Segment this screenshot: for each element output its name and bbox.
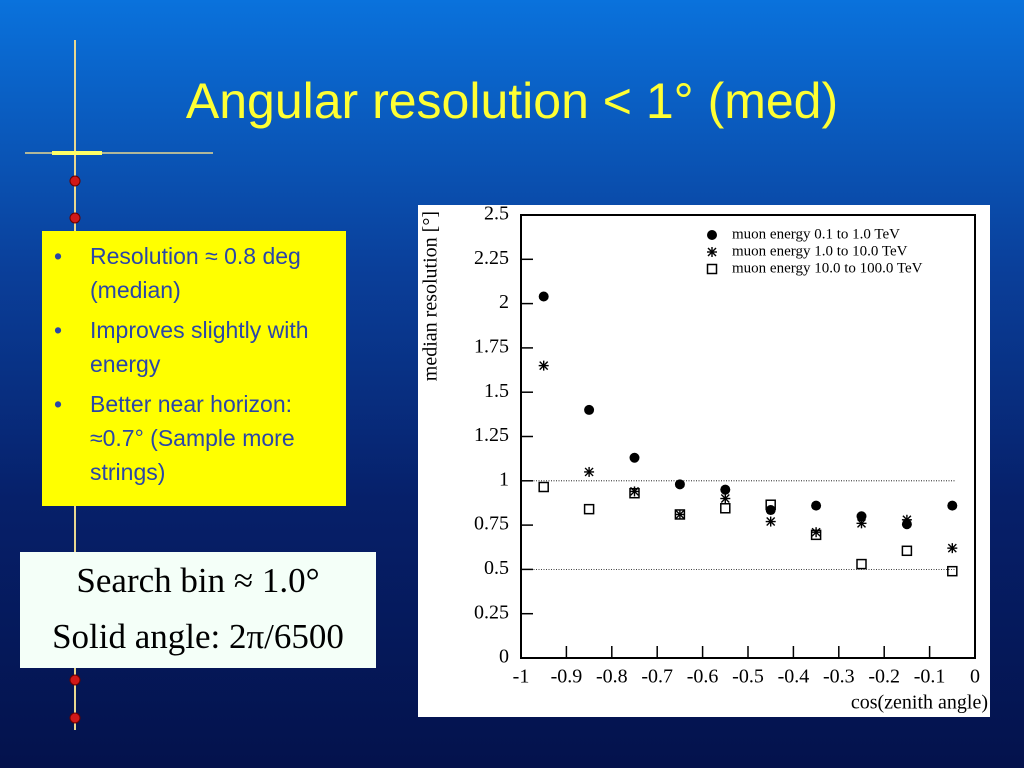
star-stroke [902,515,912,525]
bullet: Improves slightly with energy [54,313,336,381]
marker-circle [765,505,776,516]
y-tick-label: 0.5 [484,557,509,579]
info-box: Search bin ≈ 1.0° Solid angle: 2π/6500 [20,552,376,668]
star-stroke [584,467,594,477]
star-stroke [720,494,730,504]
marker-circle [856,511,867,522]
marker-circle [674,479,685,490]
marker-square [947,565,958,577]
marker-circle [947,500,958,511]
marker-square [538,481,549,493]
marker-square [765,499,776,510]
star-stroke [857,518,866,528]
marker-square [901,545,913,557]
legend-label: muon energy 0.1 to 1.0 TeV [732,226,900,242]
y-tick-label: 0.25 [474,601,509,623]
marker-square [583,503,595,515]
x-axis-label: cos(zenith angle) [851,692,988,714]
slide-title: Angular resolution < 1° (med) [185,73,839,129]
marker-star [811,527,822,538]
bullet: Resolution ≈ 0.8 deg (median) [54,239,336,307]
x-tick-label: 0 [970,666,980,688]
marker-star [538,360,549,371]
y-tick-label: 1.75 [474,335,509,357]
deco-bead [69,674,81,686]
marker-circle [584,404,595,415]
marker-star [707,247,717,257]
bullet-list: Resolution ≈ 0.8 deg (median) Improves s… [42,231,346,489]
deco-bead [69,212,81,224]
marker-square [706,263,718,275]
x-tick-label: -1 [513,666,530,688]
x-tick-label: -0.7 [641,666,673,688]
x-tick-label: -0.2 [868,666,900,688]
x-tick-label: -0.4 [778,666,810,688]
marker-circle [720,484,731,495]
star-stroke [947,543,957,553]
deco-bead [69,712,81,724]
x-tick-label: -0.1 [914,666,946,688]
x-tick-label: -0.9 [551,666,583,688]
info-line: Search bin ≈ 1.0° [76,561,320,600]
star-stroke [707,247,717,257]
y-tick-label: 1.25 [474,424,509,446]
star-stroke [539,361,549,371]
marker-star [765,516,776,527]
marker-star [720,493,731,504]
legend-label: muon energy 10.0 to 100.0 TeV [732,260,923,276]
marker-star [674,509,685,520]
marker-square [674,509,686,520]
bullet-box: Resolution ≈ 0.8 deg (median) Improves s… [42,231,346,506]
marker-circle [629,452,640,463]
star-stroke [811,527,821,537]
y-axis-label: median resolution [°] [420,211,442,381]
chart: median resolution [°] cos(zenith angle) … [418,205,990,717]
x-tick-label: -0.3 [823,666,855,688]
marker-circle [811,500,822,511]
bullet: Better near horizon: ≈0.7° (Sample more … [54,387,336,489]
marker-circle [538,291,549,302]
marker-square [720,503,731,514]
marker-circle [707,230,717,240]
y-tick-label: 2.25 [474,247,509,269]
marker-star [856,518,867,529]
marker-star [901,514,912,525]
y-tick-label: 2 [499,291,509,313]
marker-star [629,486,640,497]
info-line: Solid angle: 2π/6500 [52,617,344,656]
y-tick-label: 2.5 [484,205,509,225]
deco-bead [69,175,81,187]
y-tick-label: 1.5 [484,380,509,402]
plot-frame [520,214,976,659]
x-tick-label: -0.8 [596,666,628,688]
y-tick-label: 1 [499,468,509,490]
marker-star [584,466,595,477]
star-stroke [675,509,685,519]
marker-square [856,558,867,570]
marker-star [947,543,958,554]
y-tick-label: 0 [499,646,509,668]
x-tick-label: -0.5 [732,666,764,688]
y-tick-label: 0.75 [474,513,509,535]
marker-square [629,487,640,499]
legend-label: muon energy 1.0 to 10.0 TeV [732,243,908,259]
marker-square [810,529,822,541]
star-stroke [766,517,776,527]
x-tick-label: -0.6 [687,666,719,688]
